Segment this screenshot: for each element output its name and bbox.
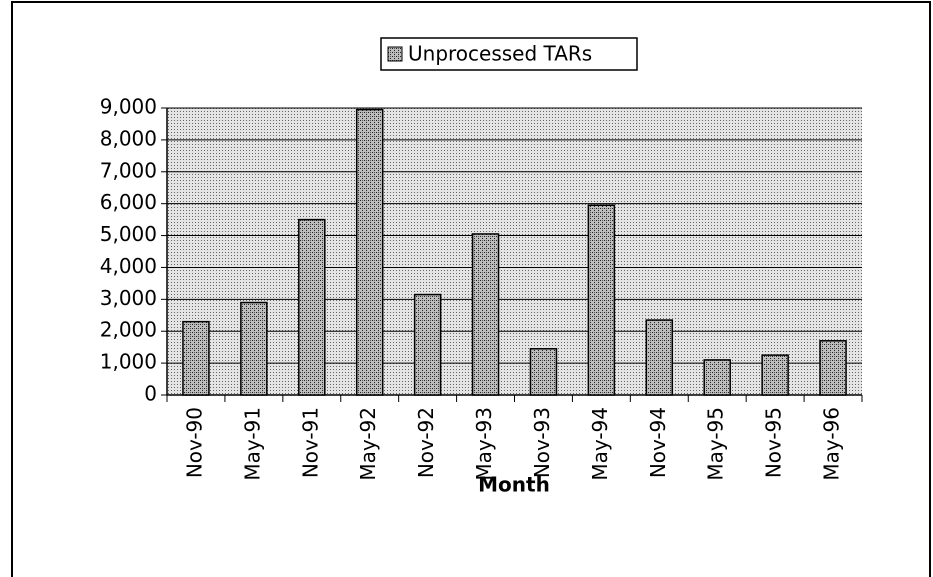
bar xyxy=(703,359,731,396)
x-tick-label: May-91 xyxy=(240,407,264,481)
legend-label: Unprocessed TARs xyxy=(408,42,592,66)
y-tick-label: 0 xyxy=(144,382,157,406)
y-tick-label: 9,000 xyxy=(100,95,157,119)
legend-box xyxy=(380,37,638,71)
x-tick-label: May-95 xyxy=(704,407,728,481)
x-tick-label: Nov-90 xyxy=(182,407,206,478)
bar xyxy=(471,233,500,396)
y-tick-label: 3,000 xyxy=(100,286,157,310)
x-tick-label: Nov-92 xyxy=(414,407,438,478)
x-tick-label: May-92 xyxy=(356,407,380,481)
bar xyxy=(587,204,616,396)
bar xyxy=(298,218,326,396)
x-tick-label: Nov-94 xyxy=(646,407,670,478)
bar xyxy=(819,340,847,396)
x-tick-label: Nov-95 xyxy=(762,407,786,478)
y-tick-label: 8,000 xyxy=(100,126,157,150)
x-tick-label: Nov-91 xyxy=(298,407,322,478)
y-tick-label: 6,000 xyxy=(100,190,157,214)
y-tick-label: 1,000 xyxy=(100,350,157,374)
y-tick-label: 5,000 xyxy=(100,222,157,246)
x-tick-label: May-96 xyxy=(820,407,844,481)
y-tick-label: 7,000 xyxy=(100,158,157,182)
bar xyxy=(645,319,674,396)
bar xyxy=(355,108,384,396)
y-tick-label: 2,000 xyxy=(100,318,157,342)
x-tick-label: May-94 xyxy=(588,407,612,481)
bar xyxy=(182,320,210,396)
x-axis-title: Month xyxy=(478,473,550,497)
y-tick-label: 4,000 xyxy=(100,254,157,278)
plot-area xyxy=(167,108,862,395)
legend: Unprocessed TARs xyxy=(380,37,638,71)
bar xyxy=(240,301,268,396)
bar xyxy=(529,348,558,396)
x-tick-label: May-93 xyxy=(472,407,496,481)
bar xyxy=(413,293,442,396)
x-tick-label: Nov-93 xyxy=(530,407,554,478)
legend-swatch xyxy=(387,46,403,62)
bar xyxy=(761,354,789,396)
